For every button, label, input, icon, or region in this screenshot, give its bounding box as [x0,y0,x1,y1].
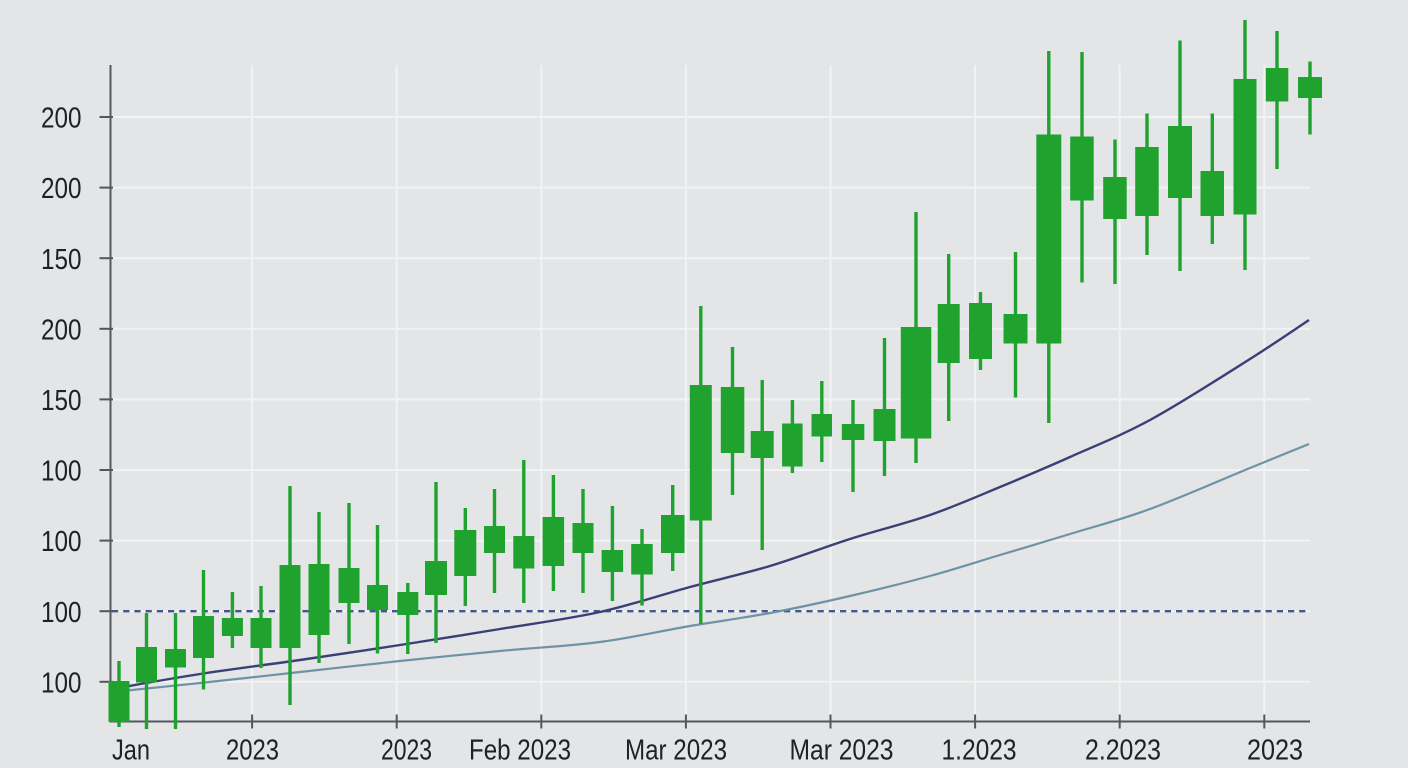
svg-text:2.2023: 2.2023 [1085,735,1161,767]
svg-text:200: 200 [41,103,82,135]
svg-text:2023: 2023 [1247,735,1303,767]
svg-text:100: 100 [41,597,82,629]
svg-text:Mar 2023: Mar 2023 [625,735,727,767]
svg-text:1.2023: 1.2023 [942,735,1017,767]
svg-text:2023: 2023 [381,735,432,767]
svg-text:100: 100 [41,526,82,558]
svg-text:Mar 2023: Mar 2023 [790,735,894,767]
svg-text:100: 100 [41,456,82,488]
svg-text:Jan: Jan [112,735,150,767]
svg-text:200: 200 [41,173,82,205]
svg-text:150: 150 [41,244,82,276]
svg-text:2023: 2023 [226,735,279,767]
svg-text:150: 150 [41,385,82,417]
svg-text:Feb 2023: Feb 2023 [469,735,571,767]
svg-text:100: 100 [41,667,82,699]
svg-text:200: 200 [41,314,82,346]
